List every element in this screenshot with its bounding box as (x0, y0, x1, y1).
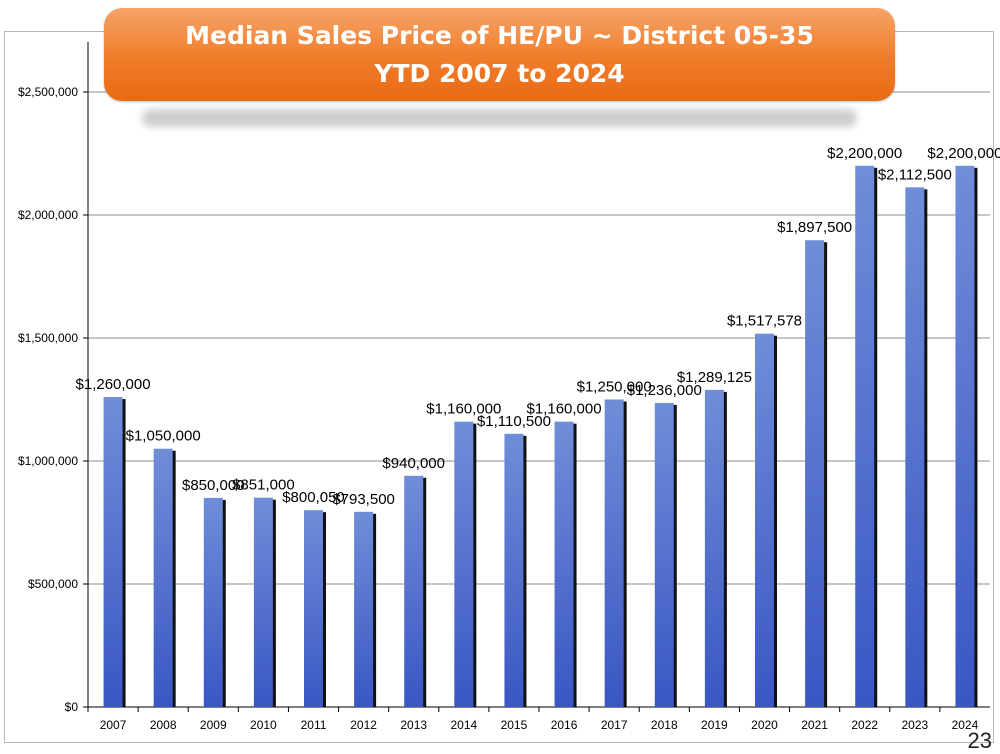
x-tick-label: 2013 (400, 718, 427, 732)
bar (153, 448, 173, 707)
title-shadow (142, 109, 857, 127)
chart-title-banner: Median Sales Price of HE/PU ~ District 0… (104, 8, 895, 101)
y-tick-label: $0 (65, 700, 79, 714)
data-label: $940,000 (382, 455, 445, 472)
chart-title-line1: Median Sales Price of HE/PU ~ District 0… (185, 21, 814, 50)
bar (504, 433, 524, 707)
bar (704, 389, 724, 707)
x-tick-label: 2021 (801, 718, 828, 732)
bar (955, 165, 975, 708)
x-tick-label: 2008 (150, 718, 177, 732)
data-label: $1,250,000 (577, 379, 652, 396)
x-tick-label: 2023 (901, 718, 928, 732)
chart-title-line2: YTD 2007 to 2024 (374, 59, 625, 88)
bar (304, 510, 323, 707)
x-tick-label: 2010 (250, 718, 277, 732)
data-label: $1,110,500 (477, 413, 551, 430)
data-label: $1,517,578 (727, 313, 802, 330)
data-label: $1,160,000 (426, 401, 501, 418)
bar (404, 475, 424, 707)
bar (103, 397, 123, 707)
bar (805, 240, 825, 707)
x-tick-label: 2015 (501, 718, 528, 732)
bar (654, 402, 674, 707)
x-tick-label: 2009 (200, 718, 227, 732)
data-label: $850,000 (182, 477, 245, 494)
data-label: $1,236,000 (627, 382, 702, 399)
data-label: $1,050,000 (126, 428, 201, 445)
x-tick-label: 2016 (551, 718, 578, 732)
data-label: $800,050 (282, 489, 345, 506)
y-tick-label: $2,500,000 (18, 85, 78, 99)
bar (354, 511, 374, 707)
data-label: $1,160,000 (527, 401, 602, 418)
x-tick-label: 2017 (601, 718, 628, 732)
x-tick-label: 2014 (450, 718, 477, 732)
y-tick-label: $1,500,000 (18, 331, 78, 345)
y-tick-label: $1,000,000 (18, 454, 78, 468)
y-tick-label: $2,000,000 (18, 208, 78, 222)
page-number: 23 (967, 728, 992, 753)
data-label: $2,112,500 (878, 166, 952, 183)
data-label: $1,897,500 (777, 219, 852, 236)
data-label: $1,289,125 (677, 369, 752, 386)
bar (203, 497, 223, 707)
bar (604, 399, 624, 707)
x-tick-label: 2007 (100, 718, 127, 732)
bar (855, 165, 875, 708)
bar (253, 497, 273, 707)
x-tick-label: 2012 (350, 718, 377, 732)
data-label: $2,200,000 (927, 145, 1000, 162)
bar (905, 187, 925, 707)
bar (755, 333, 774, 707)
data-label: $1,260,000 (76, 376, 151, 393)
x-tick-label: 2020 (751, 718, 778, 732)
data-label: $2,200,000 (827, 145, 902, 162)
x-tick-label: 2019 (701, 718, 728, 732)
bar (554, 421, 574, 707)
x-tick-label: 2011 (301, 718, 327, 732)
data-label: $793,500 (332, 491, 395, 508)
x-tick-label: 2024 (952, 718, 979, 732)
y-tick-label: $500,000 (28, 577, 78, 591)
data-label: $851,000 (232, 477, 295, 494)
bar (454, 421, 474, 707)
x-tick-label: 2022 (851, 718, 878, 732)
x-tick-label: 2018 (651, 718, 678, 732)
